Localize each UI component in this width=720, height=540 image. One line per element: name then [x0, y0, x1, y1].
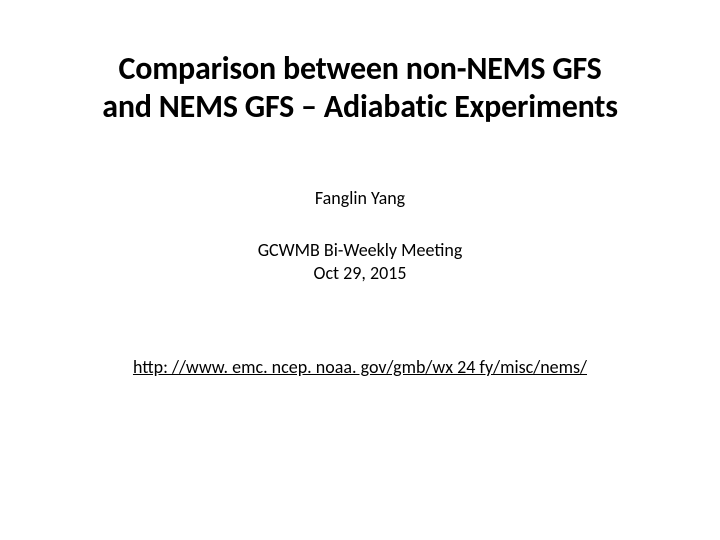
slide-title: Comparison between non-NEMS GFS and NEMS…	[30, 50, 690, 127]
meeting-info: GCWMB Bi-Weekly Meeting Oct 29, 2015	[30, 239, 690, 286]
title-line-1: Comparison between non-NEMS GFS	[118, 49, 601, 88]
meeting-name: GCWMB Bi-Weekly Meeting	[258, 239, 463, 261]
reference-link: http: //www. emc. ncep. noaa. gov/gmb/wx…	[30, 356, 690, 378]
meeting-date: Oct 29, 2015	[314, 262, 407, 284]
slide-container: Comparison between non-NEMS GFS and NEMS…	[0, 0, 720, 540]
title-line-2: and NEMS GFS – Adiabatic Experiments	[102, 87, 618, 126]
author-name: Fanglin Yang	[30, 187, 690, 209]
